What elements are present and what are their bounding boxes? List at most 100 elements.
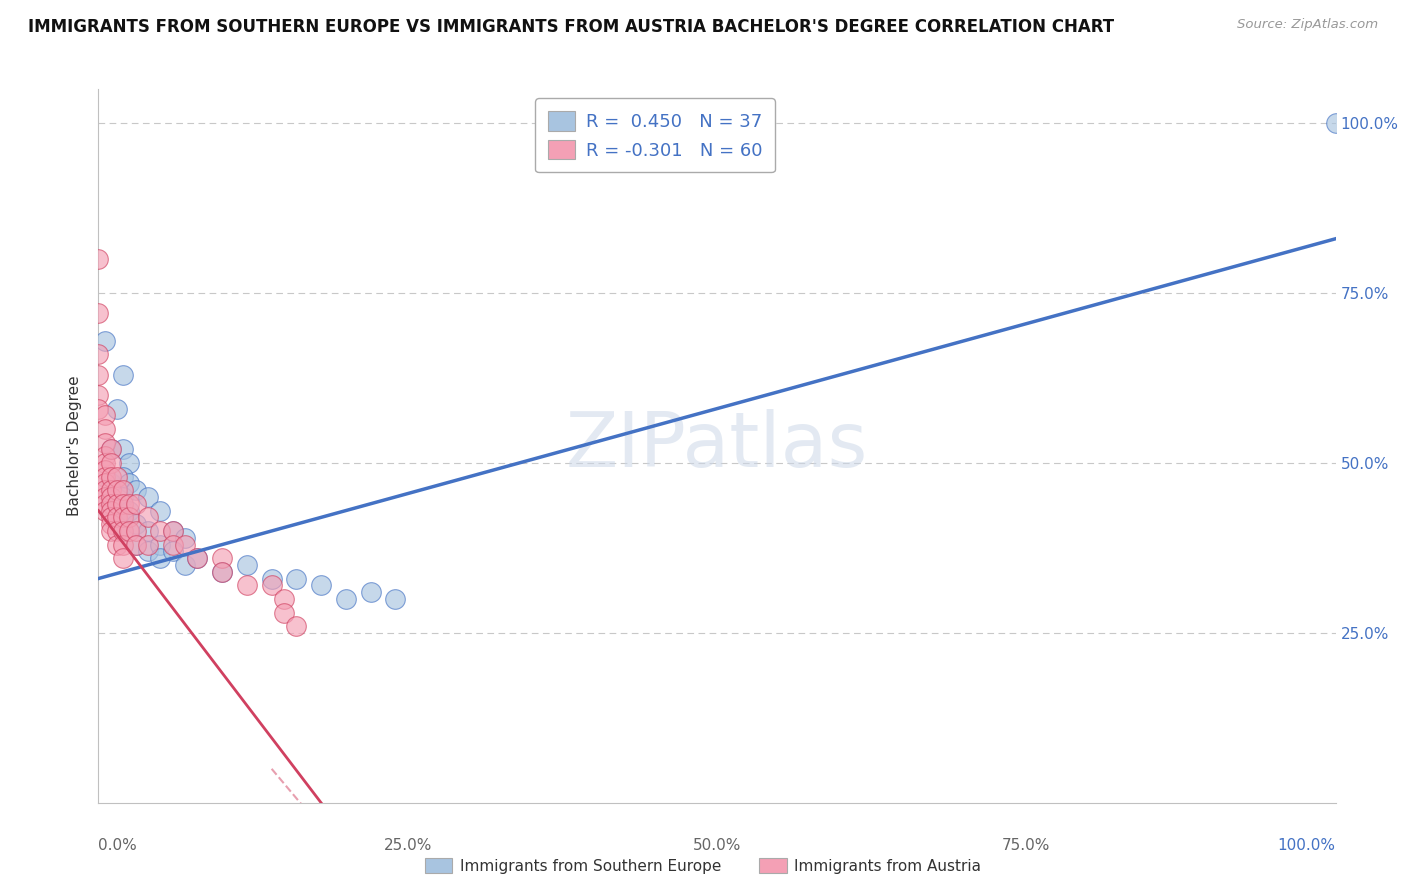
- Point: [211, 565, 233, 579]
- Point: [100, 456, 122, 470]
- Point: [124, 517, 146, 532]
- Point: [112, 510, 135, 524]
- Y-axis label: Bachelor's Degree: Bachelor's Degree: [67, 376, 83, 516]
- Text: 75.0%: 75.0%: [1002, 838, 1050, 854]
- Text: 50.0%: 50.0%: [693, 838, 741, 854]
- Point: [112, 490, 135, 504]
- Point: [100, 476, 122, 491]
- Point: [211, 551, 233, 566]
- Point: [118, 524, 141, 538]
- Point: [236, 558, 259, 572]
- Point: [149, 503, 172, 517]
- Point: [112, 368, 135, 382]
- Point: [118, 456, 141, 470]
- Point: [105, 469, 128, 483]
- Point: [285, 619, 308, 633]
- Point: [112, 483, 135, 498]
- Point: [112, 510, 135, 524]
- Point: [93, 497, 115, 511]
- Point: [105, 510, 128, 524]
- Point: [93, 456, 115, 470]
- Point: [87, 368, 110, 382]
- Point: [100, 469, 122, 483]
- Point: [136, 544, 159, 558]
- Point: [162, 537, 184, 551]
- Point: [136, 510, 159, 524]
- Point: [100, 442, 122, 457]
- Point: [112, 524, 135, 538]
- Text: IMMIGRANTS FROM SOUTHERN EUROPE VS IMMIGRANTS FROM AUSTRIA BACHELOR'S DEGREE COR: IMMIGRANTS FROM SOUTHERN EUROPE VS IMMIG…: [28, 18, 1114, 36]
- Point: [105, 483, 128, 498]
- Point: [162, 524, 184, 538]
- Point: [149, 537, 172, 551]
- Point: [162, 524, 184, 538]
- Point: [100, 517, 122, 532]
- Point: [211, 565, 233, 579]
- Point: [112, 537, 135, 551]
- Text: 0.0%: 0.0%: [98, 838, 138, 854]
- Text: 100.0%: 100.0%: [1278, 838, 1336, 854]
- Point: [174, 537, 197, 551]
- Point: [118, 510, 141, 524]
- Point: [105, 537, 128, 551]
- Point: [93, 334, 115, 348]
- Point: [136, 524, 159, 538]
- Point: [87, 252, 110, 266]
- Point: [149, 524, 172, 538]
- Point: [136, 490, 159, 504]
- Legend: Immigrants from Southern Europe, Immigrants from Austria: Immigrants from Southern Europe, Immigra…: [419, 852, 987, 880]
- Point: [124, 537, 146, 551]
- Point: [93, 422, 115, 436]
- Point: [384, 591, 406, 606]
- Point: [93, 449, 115, 463]
- Point: [100, 442, 122, 457]
- Point: [93, 490, 115, 504]
- Point: [124, 524, 146, 538]
- Point: [105, 497, 128, 511]
- Point: [105, 401, 128, 416]
- Point: [118, 503, 141, 517]
- Point: [112, 497, 135, 511]
- Point: [186, 551, 208, 566]
- Point: [1324, 116, 1347, 130]
- Point: [309, 578, 332, 592]
- Text: 25.0%: 25.0%: [384, 838, 432, 854]
- Point: [87, 306, 110, 320]
- Point: [100, 503, 122, 517]
- Point: [360, 585, 382, 599]
- Point: [273, 591, 295, 606]
- Point: [93, 503, 115, 517]
- Point: [93, 435, 115, 450]
- Point: [174, 558, 197, 572]
- Point: [112, 524, 135, 538]
- Point: [273, 606, 295, 620]
- Point: [186, 551, 208, 566]
- Point: [112, 469, 135, 483]
- Point: [118, 476, 141, 491]
- Point: [149, 551, 172, 566]
- Point: [124, 497, 146, 511]
- Point: [105, 497, 128, 511]
- Point: [87, 401, 110, 416]
- Point: [174, 531, 197, 545]
- Point: [100, 510, 122, 524]
- Text: Source: ZipAtlas.com: Source: ZipAtlas.com: [1237, 18, 1378, 31]
- Point: [112, 551, 135, 566]
- Point: [93, 483, 115, 498]
- Point: [100, 490, 122, 504]
- Point: [162, 544, 184, 558]
- Point: [260, 572, 283, 586]
- Point: [124, 537, 146, 551]
- Text: ZIPatlas: ZIPatlas: [565, 409, 869, 483]
- Point: [100, 524, 122, 538]
- Point: [93, 409, 115, 423]
- Point: [335, 591, 357, 606]
- Point: [93, 476, 115, 491]
- Point: [100, 497, 122, 511]
- Point: [124, 483, 146, 498]
- Point: [112, 442, 135, 457]
- Point: [285, 572, 308, 586]
- Point: [260, 578, 283, 592]
- Point: [93, 463, 115, 477]
- Point: [93, 469, 115, 483]
